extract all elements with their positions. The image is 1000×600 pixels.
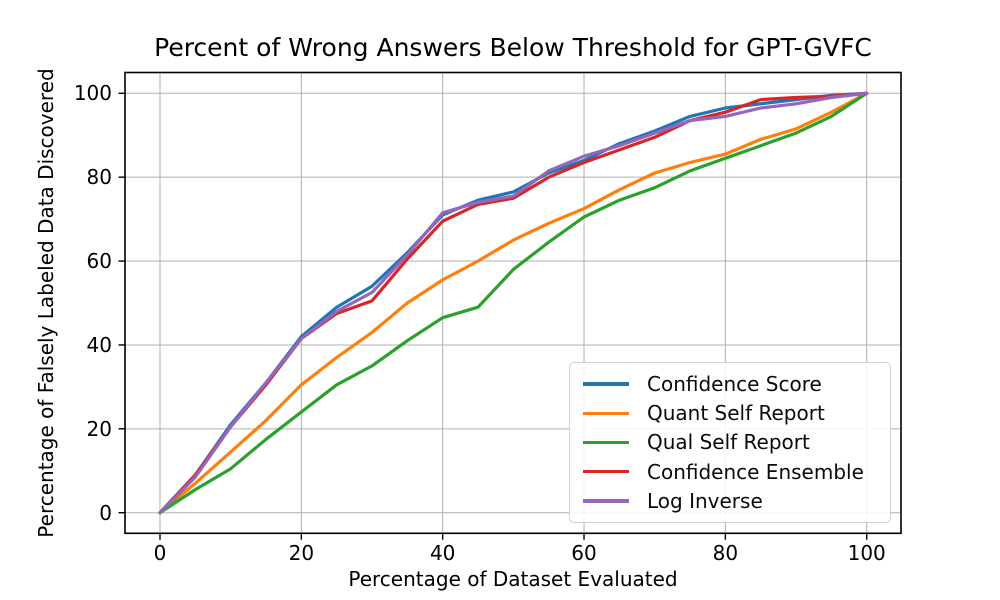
legend-item: Qual Self Report [576, 430, 884, 454]
y-tick-label: 100 [73, 81, 112, 106]
legend-label: Log Inverse [647, 488, 763, 513]
x-axis-label: Percentage of Dataset Evaluated [348, 567, 678, 591]
y-tick-label: 80 [86, 165, 112, 190]
legend-line-swatch [583, 440, 629, 445]
tick-marks [118, 92, 868, 540]
legend-item: Quant Self Report [576, 401, 884, 425]
x-tick-label: 20 [288, 541, 315, 565]
legend-line-swatch [583, 411, 629, 416]
legend-item: Log Inverse [576, 489, 884, 513]
series-layer [158, 91, 869, 515]
y-tick-label: 40 [86, 332, 112, 357]
series-line-log-inverse [158, 91, 869, 515]
legend-label: Qual Self Report [647, 430, 810, 455]
legend: Confidence Score Quant Self Report Qual … [569, 362, 891, 523]
y-tick-label: 60 [86, 249, 112, 274]
legend-line-swatch [583, 382, 629, 386]
chart-title: Percent of Wrong Answers Below Threshold… [154, 33, 872, 62]
y-axis-label: Percentage of Falsely Labeled Data Disco… [34, 68, 58, 538]
x-tick-label: 60 [571, 541, 597, 565]
x-tick-label: 80 [712, 541, 739, 565]
series-line-qual-self-report [158, 91, 869, 515]
axes-spines [124, 71, 902, 535]
x-tick-label: 40 [429, 541, 456, 565]
legend-item: Confidence Score [576, 372, 884, 396]
y-tick-label: 20 [86, 416, 112, 441]
legend-line-swatch [583, 499, 629, 503]
legend-label: Quant Self Report [647, 401, 825, 426]
series-line-quant-self-report [158, 91, 869, 515]
legend-item: Confidence Ensemble [576, 460, 884, 484]
y-tick-label: 0 [99, 500, 112, 525]
legend-line-swatch [583, 469, 629, 474]
x-tick-label: 0 [153, 541, 167, 565]
legend-label: Confidence Ensemble [647, 459, 864, 484]
legend-label: Confidence Score [647, 372, 822, 397]
x-tick-label: 100 [847, 541, 886, 565]
